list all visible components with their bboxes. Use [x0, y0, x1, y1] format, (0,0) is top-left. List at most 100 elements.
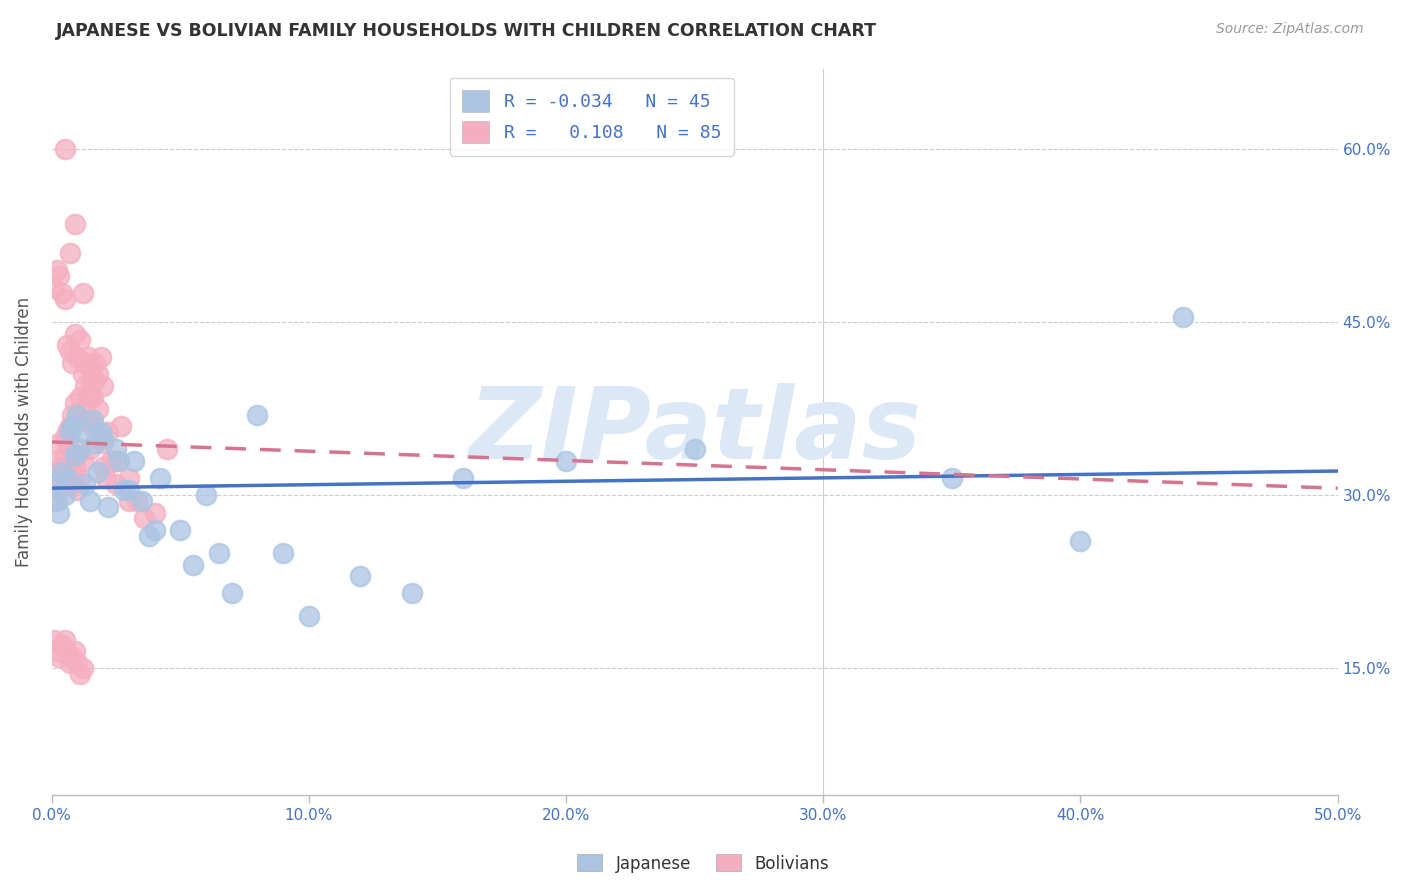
Point: [84, 436, 107, 450]
Point: [53, 488, 76, 502]
Point: [97, 500, 120, 514]
Point: [195, 488, 218, 502]
Point: [53, 431, 76, 445]
Point: [149, 471, 172, 485]
Point: [125, 494, 148, 508]
Point: [59, 425, 82, 439]
Point: [134, 511, 156, 525]
Point: [45, 465, 67, 479]
Point: [59, 465, 82, 479]
Point: [555, 454, 578, 468]
Point: [79, 494, 101, 508]
Point: [44, 494, 66, 508]
Point: [45, 263, 67, 277]
Point: [66, 448, 89, 462]
Point: [72, 413, 94, 427]
Point: [59, 656, 82, 670]
Point: [208, 546, 231, 560]
Point: [112, 483, 135, 497]
Point: [60, 419, 83, 434]
Point: [59, 344, 82, 359]
Legend: R = -0.034   N = 45, R =   0.108   N = 85: R = -0.034 N = 45, R = 0.108 N = 85: [450, 78, 734, 156]
Point: [48, 483, 70, 497]
Legend: Japanese, Bolivians: Japanese, Bolivians: [571, 847, 835, 880]
Point: [143, 506, 166, 520]
Point: [683, 442, 706, 457]
Point: [82, 373, 104, 387]
Point: [131, 494, 153, 508]
Point: [107, 454, 129, 468]
Point: [94, 471, 117, 485]
Point: [76, 413, 98, 427]
Point: [72, 454, 94, 468]
Point: [63, 217, 86, 231]
Point: [48, 269, 70, 284]
Point: [79, 390, 101, 404]
Point: [246, 408, 269, 422]
Text: ZIPatlas: ZIPatlas: [468, 384, 921, 481]
Point: [63, 326, 86, 341]
Point: [59, 246, 82, 260]
Point: [66, 483, 89, 497]
Point: [91, 431, 114, 445]
Point: [44, 632, 66, 647]
Point: [79, 384, 101, 399]
Point: [44, 476, 66, 491]
Point: [45, 644, 67, 658]
Point: [84, 356, 107, 370]
Point: [72, 286, 94, 301]
Point: [75, 401, 97, 416]
Point: [181, 558, 204, 572]
Point: [69, 333, 91, 347]
Point: [82, 413, 104, 427]
Point: [48, 436, 70, 450]
Point: [91, 459, 114, 474]
Point: [45, 454, 67, 468]
Point: [48, 649, 70, 664]
Point: [82, 390, 104, 404]
Point: [72, 425, 94, 439]
Point: [82, 419, 104, 434]
Point: [156, 442, 179, 457]
Point: [75, 378, 97, 392]
Point: [72, 368, 94, 382]
Point: [56, 425, 79, 439]
Point: [169, 523, 191, 537]
Point: [105, 476, 128, 491]
Point: [56, 644, 79, 658]
Point: [118, 494, 141, 508]
Point: [91, 378, 114, 392]
Point: [60, 649, 83, 664]
Point: [51, 638, 73, 652]
Point: [1173, 310, 1195, 324]
Point: [87, 465, 110, 479]
Point: [59, 419, 82, 434]
Point: [84, 373, 107, 387]
Point: [69, 390, 91, 404]
Point: [118, 483, 141, 497]
Point: [60, 408, 83, 422]
Text: JAPANESE VS BOLIVIAN FAMILY HOUSEHOLDS WITH CHILDREN CORRELATION CHART: JAPANESE VS BOLIVIAN FAMILY HOUSEHOLDS W…: [56, 22, 877, 40]
Point: [75, 476, 97, 491]
Point: [53, 142, 76, 156]
Point: [60, 476, 83, 491]
Point: [401, 586, 423, 600]
Point: [66, 408, 89, 422]
Point: [63, 644, 86, 658]
Point: [451, 471, 474, 485]
Point: [122, 454, 145, 468]
Point: [63, 396, 86, 410]
Point: [56, 338, 79, 352]
Point: [53, 448, 76, 462]
Point: [110, 419, 132, 434]
Point: [221, 586, 243, 600]
Point: [45, 494, 67, 508]
Point: [51, 465, 73, 479]
Point: [51, 286, 73, 301]
Point: [143, 523, 166, 537]
Point: [53, 292, 76, 306]
Point: [63, 448, 86, 462]
Point: [51, 471, 73, 485]
Point: [90, 425, 112, 439]
Point: [100, 454, 122, 468]
